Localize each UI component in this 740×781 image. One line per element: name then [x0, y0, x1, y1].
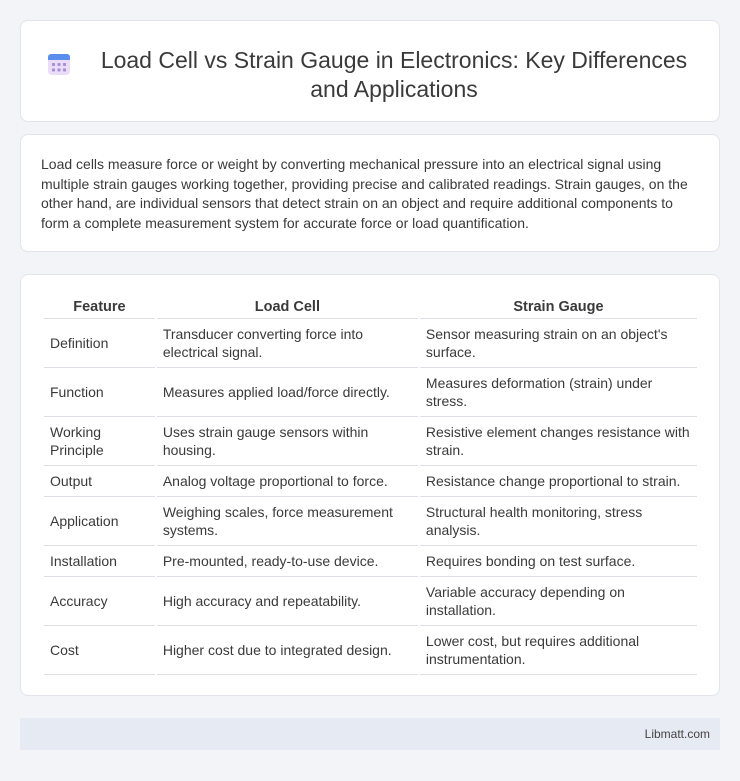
page-title: Load Cell vs Strain Gauge in Electronics… [100, 47, 688, 102]
footer: Libmatt.com [20, 718, 720, 750]
strain-gauge-cell: Variable accuracy depending on installat… [419, 577, 697, 626]
load-cell-cell: Pre-mounted, ready-to-use device. [156, 546, 418, 577]
table-row: Installation Pre-mounted, ready-to-use d… [44, 546, 697, 577]
load-cell-cell: Transducer converting force into electri… [156, 319, 418, 368]
strain-gauge-cell: Measures deformation (strain) under stre… [419, 368, 697, 417]
intro-card: Load cells measure force or weight by co… [20, 134, 720, 252]
header-strain-gauge: Strain Gauge [419, 297, 697, 319]
table-row: Function Measures applied load/force dir… [44, 368, 697, 417]
feature-cell: Working Principle [44, 417, 155, 466]
header-load-cell: Load Cell [156, 297, 418, 319]
load-cell-cell: Weighing scales, force measurement syste… [156, 497, 418, 546]
strain-gauge-cell: Resistive element changes resistance wit… [419, 417, 697, 466]
feature-cell: Function [44, 368, 155, 417]
table-row: Cost Higher cost due to integrated desig… [44, 626, 697, 675]
strain-gauge-cell: Lower cost, but requires additional inst… [419, 626, 697, 675]
comparison-card: Feature Load Cell Strain Gauge Definitio… [20, 274, 720, 696]
feature-cell: Definition [44, 319, 155, 368]
feature-cell: Accuracy [44, 577, 155, 626]
table-row: Definition Transducer converting force i… [44, 319, 697, 368]
intro-paragraph: Load cells measure force or weight by co… [41, 156, 688, 231]
feature-cell: Output [44, 466, 155, 497]
table-row: Working Principle Uses strain gauge sens… [44, 417, 697, 466]
strain-gauge-cell: Requires bonding on test surface. [419, 546, 697, 577]
strain-gauge-cell: Sensor measuring strain on an object's s… [419, 319, 697, 368]
load-cell-cell: Measures applied load/force directly. [156, 368, 418, 417]
feature-cell: Cost [44, 626, 155, 675]
load-cell-cell: Uses strain gauge sensors within housing… [156, 417, 418, 466]
footer-site-link[interactable]: Libmatt.com [644, 727, 710, 741]
load-cell-cell: Analog voltage proportional to force. [156, 466, 418, 497]
strain-gauge-cell: Resistance change proportional to strain… [419, 466, 697, 497]
header-feature: Feature [44, 297, 155, 319]
table-row: Application Weighing scales, force measu… [44, 497, 697, 546]
comparison-table: Feature Load Cell Strain Gauge Definitio… [42, 297, 699, 675]
load-cell-cell: Higher cost due to integrated design. [156, 626, 418, 675]
feature-cell: Installation [44, 546, 155, 577]
title-row: Load Cell vs Strain Gauge in Electronics… [21, 21, 719, 104]
strain-gauge-cell: Structural health monitoring, stress ana… [419, 497, 697, 546]
table-row: Output Analog voltage proportional to fo… [44, 466, 697, 497]
title-card: Load Cell vs Strain Gauge in Electronics… [20, 20, 720, 122]
table-row: Accuracy High accuracy and repeatability… [44, 577, 697, 626]
load-cell-cell: High accuracy and repeatability. [156, 577, 418, 626]
feature-cell: Application [44, 497, 155, 546]
table-header-row: Feature Load Cell Strain Gauge [44, 297, 697, 319]
calendar-icon [48, 54, 70, 75]
